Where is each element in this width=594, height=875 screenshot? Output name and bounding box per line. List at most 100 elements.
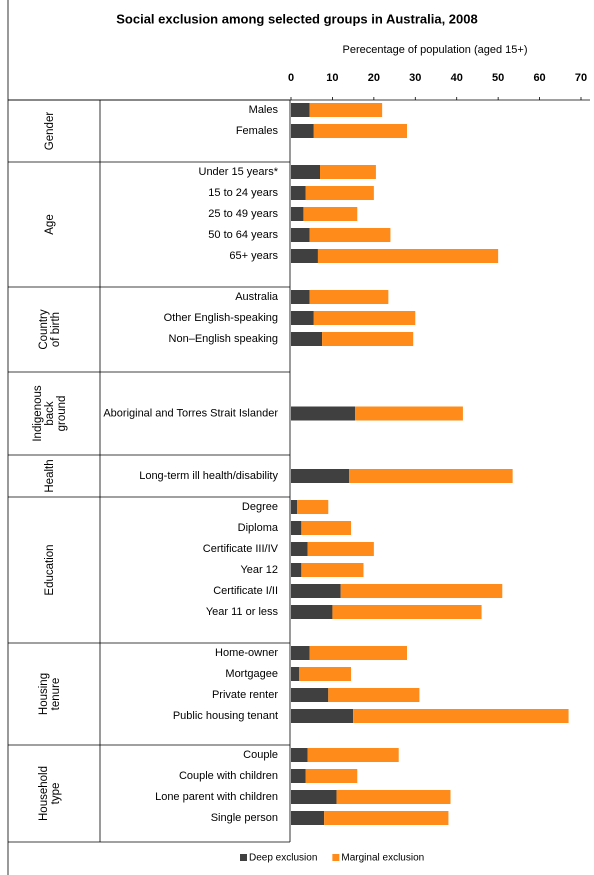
x-tick-label: 40 [451, 72, 463, 84]
bar-segment [291, 521, 302, 535]
bar-segment [291, 124, 314, 138]
bar-segment [291, 290, 310, 304]
bar-segment [291, 500, 298, 514]
category-label: Home-owner [215, 647, 278, 659]
bar-segment [291, 563, 302, 577]
bar-segment [291, 748, 308, 762]
bar-segment [291, 688, 329, 702]
group-label: tenure [50, 678, 62, 711]
bar-segment [291, 249, 318, 263]
bar-segment [291, 667, 300, 681]
bar-segment [291, 709, 354, 723]
bar-segment [291, 207, 304, 221]
bar-segment [355, 406, 463, 421]
bar-segment [299, 667, 352, 681]
category-label: 50 to 64 years [208, 229, 278, 241]
x-tick-label: 0 [288, 72, 294, 84]
bar-segment [291, 332, 323, 346]
bar-segment [309, 228, 391, 242]
category-label: Couple with children [179, 770, 278, 782]
bar-segment [291, 469, 349, 483]
category-label: Mortgagee [225, 668, 278, 680]
legend-label: Marginal exclusion [341, 853, 424, 864]
x-tick-label: 50 [492, 72, 504, 84]
bar-segment [291, 406, 356, 421]
group-label: Household [38, 766, 50, 821]
bar-segment [332, 605, 482, 619]
category-label: Australia [235, 291, 279, 303]
bar-segment [305, 769, 358, 783]
category-label: Males [249, 104, 279, 116]
group-label: Education [44, 544, 56, 595]
group-label: Country [38, 309, 50, 350]
group-label: Age [44, 214, 56, 234]
bar-segment [291, 103, 310, 117]
x-tick-label: 30 [409, 72, 421, 84]
bar-segment [336, 790, 451, 804]
category-label: Other English-speaking [164, 312, 278, 324]
bar-segment [291, 769, 306, 783]
group-label: ground [56, 396, 68, 432]
category-label: Lone parent with children [155, 791, 278, 803]
legend-swatch [332, 854, 340, 861]
bar-segment [291, 311, 314, 325]
bar-segment [291, 165, 320, 179]
category-label: Diploma [238, 522, 279, 534]
category-label: Couple [243, 749, 278, 761]
bar-segment [291, 228, 310, 242]
group-label: back [44, 401, 56, 426]
bar-segment [309, 646, 407, 660]
category-label: Single person [211, 812, 278, 824]
category-label: 25 to 49 years [208, 208, 278, 220]
group-label: Indigenous [32, 385, 44, 442]
bar-segment [340, 584, 503, 598]
group-label: type [50, 783, 62, 805]
category-label: Females [236, 125, 279, 137]
bar-segment [309, 103, 383, 117]
x-tick-label: 10 [326, 72, 338, 84]
bar-segment [301, 563, 364, 577]
bar-segment [291, 186, 306, 200]
category-label: Year 12 [240, 564, 278, 576]
bar-segment [291, 542, 308, 556]
bar-segment [307, 542, 374, 556]
category-label: Long-term ill health/disability [139, 470, 278, 482]
bar-segment [328, 688, 420, 702]
category-label: Public housing tenant [173, 710, 278, 722]
group-label: Gender [44, 112, 56, 151]
chart-title: Social exclusion among selected groups i… [116, 11, 477, 26]
category-label: Certificate I/II [213, 585, 278, 597]
bar-segment [297, 500, 329, 514]
category-label: Private renter [212, 689, 278, 701]
bar-segment [353, 709, 569, 723]
bar-segment [291, 790, 337, 804]
legend-label: Deep exclusion [249, 853, 317, 864]
bar-segment [303, 207, 358, 221]
bar-segment [291, 811, 325, 825]
x-tick-label: 60 [533, 72, 545, 84]
x-axis-label: Perecentage of population (aged 15+) [342, 44, 527, 56]
bar-segment [324, 811, 449, 825]
category-label: Certificate III/IV [203, 543, 279, 555]
legend-swatch [240, 854, 247, 861]
bar-segment [307, 748, 399, 762]
bar-segment [309, 290, 389, 304]
category-label: Degree [242, 501, 278, 513]
group-label: Housing [38, 673, 50, 715]
category-label: 15 to 24 years [208, 187, 278, 199]
x-tick-label: 20 [368, 72, 380, 84]
category-label: 65+ years [229, 250, 278, 262]
bar-segment [291, 646, 310, 660]
group-label: Health [44, 459, 56, 492]
x-tick-label: 70 [575, 72, 587, 84]
bar-segment [317, 249, 499, 263]
bar-segment [313, 124, 407, 138]
bar-segment [291, 584, 341, 598]
bar-segment [291, 605, 333, 619]
bar-segment [322, 332, 414, 346]
category-label: Aboriginal and Torres Strait Islander [103, 407, 278, 419]
category-label: Under 15 years* [199, 166, 279, 178]
bar-segment [349, 469, 513, 483]
bar-segment [320, 165, 376, 179]
